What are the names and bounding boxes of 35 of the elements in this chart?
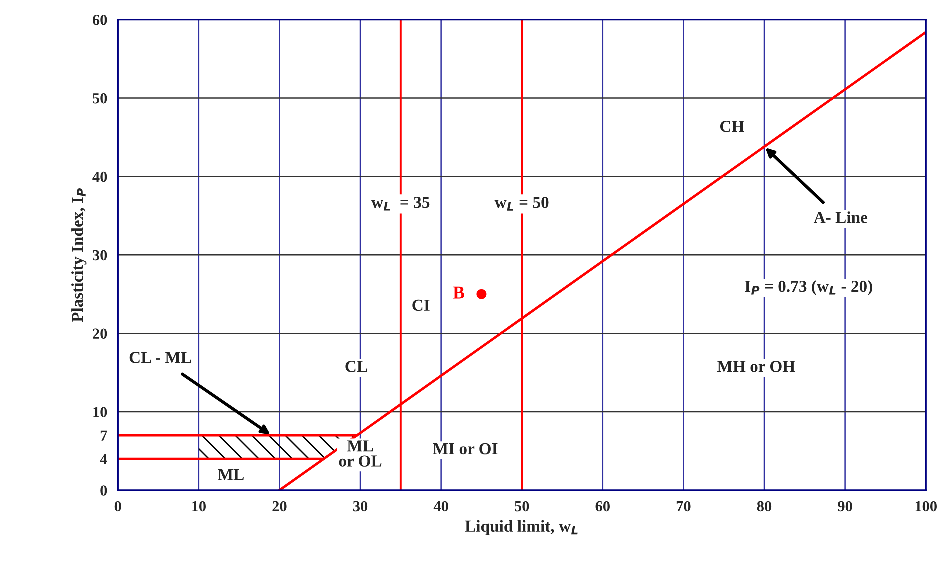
annotation: ML [218, 469, 244, 480]
y-tick-label: 30 [93, 250, 108, 261]
ref-line-label: w$_{L}$ = 35 [372, 197, 430, 211]
annotation: CL [346, 361, 368, 372]
annotation: CI [412, 300, 430, 312]
annotation: MH or OH [718, 361, 796, 372]
x-tick-label: 80 [757, 501, 772, 512]
series-label: B [453, 286, 465, 299]
x-axis-title: Liquid limit, w$_{L}$ [465, 520, 578, 536]
annotation: I$_{P}$ = 0.73 (w$_{L}$ - 20) [745, 280, 872, 296]
y-tick-label: 10 [94, 407, 108, 418]
y-tick-label: 50 [93, 93, 108, 104]
y-tick-label: 0 [100, 486, 108, 496]
y-tick-label: 4 [100, 454, 108, 464]
y-tick-label: 7 [100, 430, 108, 441]
x-tick-label: 50 [515, 501, 530, 512]
annotation: CH [720, 121, 744, 132]
annotation: A- Line [814, 212, 868, 224]
x-tick-label: 30 [353, 501, 368, 512]
x-tick-label: 10 [192, 501, 206, 512]
annotation: ML or OL [339, 440, 382, 467]
y-tick-label: 60 [92, 14, 108, 26]
ref-line-label: w$_{L}$ = 50 [494, 197, 549, 211]
x-tick-label: 0 [114, 501, 122, 512]
x-tick-label: 90 [838, 501, 852, 512]
y-tick-label: 40 [92, 172, 108, 182]
annotation: CL - ML [130, 352, 192, 364]
y-axis-title: Plasticity Index, I$_{P}$ [72, 188, 87, 322]
y-tick-label: 20 [93, 328, 108, 340]
x-tick-label: 20 [272, 501, 287, 512]
x-tick-label: 100 [916, 501, 937, 512]
x-tick-label: 60 [596, 501, 610, 512]
x-tick-label: 40 [434, 501, 448, 512]
x-tick-label: 70 [676, 501, 691, 512]
annotation: MI or OI [433, 443, 498, 455]
